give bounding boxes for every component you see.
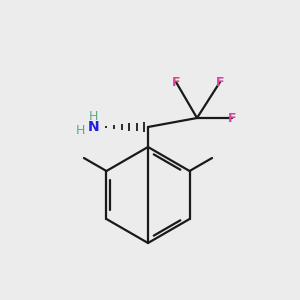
Text: N: N <box>88 120 100 134</box>
Text: F: F <box>172 76 180 88</box>
Text: F: F <box>228 112 236 124</box>
Text: F: F <box>216 76 224 88</box>
Text: H: H <box>75 124 85 136</box>
Text: H: H <box>88 110 98 122</box>
